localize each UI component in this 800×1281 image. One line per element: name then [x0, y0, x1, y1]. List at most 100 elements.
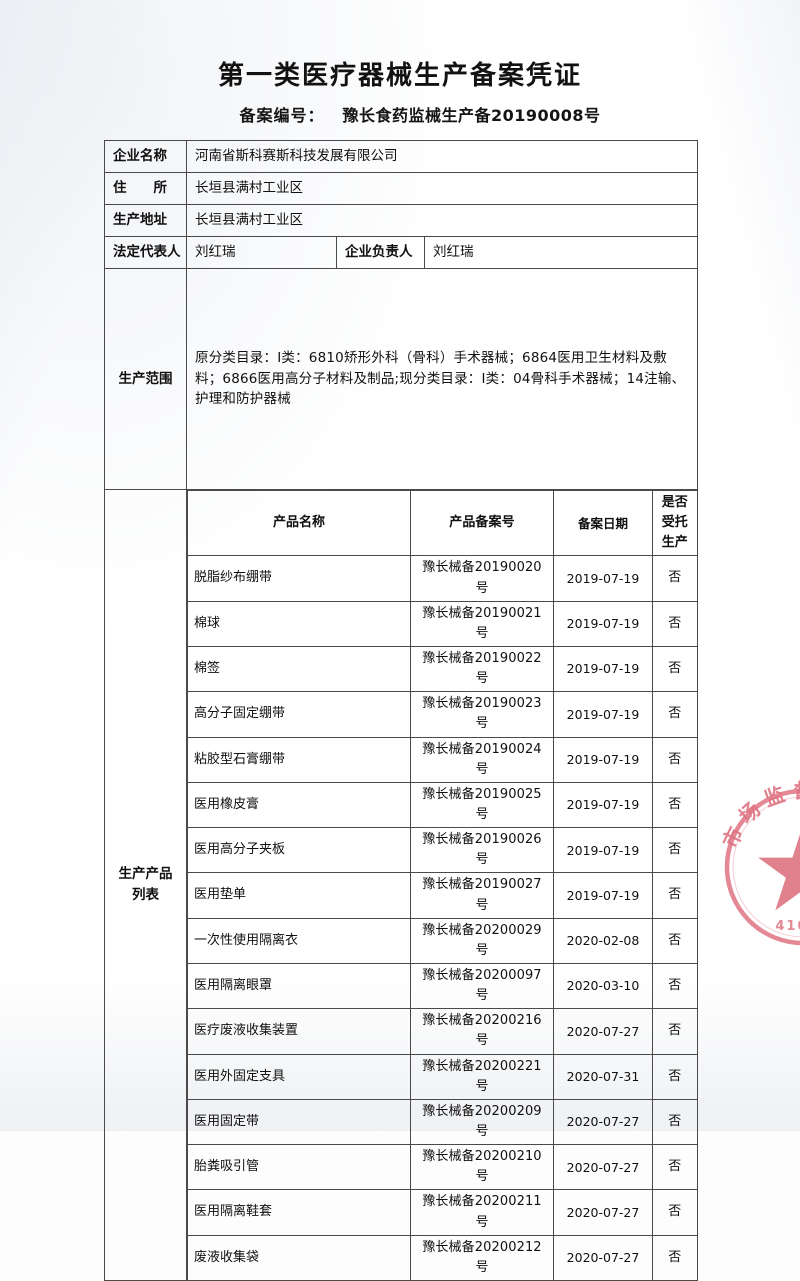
cell-record-date: 2020-07-27: [553, 1098, 653, 1146]
cell-product-name: 医用橡皮膏: [187, 781, 411, 829]
seal-arc-text: 市场监督: [718, 778, 800, 851]
product-table: 产品名称 产品备案号 备案日期 是否受托生产 脱脂纱布绷带 豫长械备2019002…: [187, 489, 698, 1281]
cell-entrusted: 否: [652, 1144, 698, 1191]
record-number-line: 备案编号： 豫长食药监械生产备20190008号: [0, 102, 800, 126]
scope-text: 原分类目录：Ⅰ类：6810矫形外科（骨科）手术器械；6864医用卫生材料及敷料；…: [186, 268, 698, 490]
cell-record-date: 2020-07-27: [553, 1144, 653, 1191]
cell-record-date: 2019-07-19: [553, 555, 653, 602]
cell-record-number: 豫长械备20190020号: [410, 555, 554, 602]
cell-product-name: 胎粪吸引管: [187, 1144, 411, 1191]
address-label: 住 所: [104, 172, 187, 205]
cell-record-date: 2019-07-19: [553, 645, 653, 693]
cell-entrusted: 否: [652, 1234, 698, 1281]
document-sheet: 第一类医疗器械生产备案凭证 备案编号： 豫长食药监械生产备20190008号 企业…: [0, 61, 800, 1281]
column-header-record-date: 备案日期: [553, 489, 653, 557]
record-number-value: 豫长食药监械生产备20190008号: [342, 106, 601, 125]
cell-record-number: 豫长械备20190021号: [410, 600, 554, 647]
cell-product-name: 棉签: [187, 645, 411, 693]
cell-product-name: 医用垫单: [187, 872, 411, 919]
company-name-label: 企业名称: [104, 140, 187, 173]
record-number-label: 备案编号：: [239, 106, 325, 125]
certificate-table: 企业名称 河南省斯科赛斯科技发展有限公司 住 所 长垣县满村工业区 生产地址 长…: [104, 140, 698, 1281]
cell-entrusted: 否: [652, 1008, 698, 1055]
table-row: 粘胶型石膏绷带 豫长械备20190024号 2019-07-19 否: [187, 736, 698, 783]
cell-record-number: 豫长械备20200211号: [410, 1189, 554, 1236]
scope-label: 生产范围: [104, 268, 187, 490]
enterprise-head-label: 企业负责人: [336, 236, 425, 269]
official-seal-stamp: 市场监督 41072: [714, 778, 800, 956]
enterprise-head-value: 刘红瑞: [424, 236, 698, 269]
product-table-body: 脱脂纱布绷带 豫长械备20190020号 2019-07-19 否棉球 豫长械备2019…: [187, 555, 698, 1281]
production-address-label: 生产地址: [104, 204, 187, 237]
table-row-company-name: 企业名称 河南省斯科赛斯科技发展有限公司: [104, 140, 698, 173]
cell-entrusted: 否: [652, 1053, 698, 1100]
cell-entrusted: 否: [652, 691, 698, 738]
table-row-representatives: 法定代表人 刘红瑞 企业负责人 刘红瑞: [104, 236, 698, 269]
cell-record-number: 豫长械备20200097号: [410, 962, 554, 1010]
cell-product-name: 医用隔离眼罩: [187, 962, 411, 1010]
table-row: 医用橡皮膏 豫长械备20190025号 2019-07-19 否: [187, 781, 698, 829]
column-header-entrusted: 是否受托生产: [652, 489, 698, 557]
column-header-record-number: 产品备案号: [410, 489, 554, 557]
cell-entrusted: 否: [652, 1098, 698, 1146]
table-row: 脱脂纱布绷带 豫长械备20190020号 2019-07-19 否: [187, 555, 698, 602]
cell-entrusted: 否: [652, 1189, 698, 1236]
cell-entrusted: 否: [652, 600, 698, 647]
cell-record-number: 豫长械备20200216号: [410, 1008, 554, 1055]
cell-product-name: 粘胶型石膏绷带: [187, 736, 411, 783]
cell-entrusted: 否: [652, 827, 698, 874]
cell-record-number: 豫长械备20190027号: [410, 872, 554, 919]
table-row: 医用固定带 豫长械备20200209号 2020-07-27 否: [187, 1098, 698, 1146]
product-table-header-row: 产品名称 产品备案号 备案日期 是否受托生产: [187, 489, 698, 557]
address-value: 长垣县满村工业区: [186, 172, 698, 205]
cell-entrusted: 否: [652, 872, 698, 919]
cell-product-name: 医用外固定支具: [187, 1053, 411, 1100]
table-row: 医疗废液收集装置 豫长械备20200216号 2020-07-27 否: [187, 1008, 698, 1055]
cell-record-number: 豫长械备20200029号: [410, 917, 554, 964]
cell-record-date: 2020-02-08: [553, 917, 653, 964]
cell-record-number: 豫长械备20190023号: [410, 691, 554, 738]
cell-record-date: 2019-07-19: [553, 827, 653, 874]
cell-record-date: 2019-07-19: [553, 781, 653, 829]
production-address-value: 长垣县满村工业区: [186, 204, 698, 237]
cell-entrusted: 否: [652, 736, 698, 783]
cell-record-number: 豫长械备20190024号: [410, 736, 554, 783]
cell-product-name: 医用高分子夹板: [187, 827, 411, 874]
column-header-product-name: 产品名称: [187, 489, 411, 557]
legal-rep-value: 刘红瑞: [186, 236, 337, 269]
cell-record-date: 2020-07-27: [553, 1234, 653, 1281]
cell-record-date: 2019-07-19: [553, 872, 653, 919]
cell-entrusted: 否: [652, 555, 698, 602]
cell-record-date: 2020-07-31: [553, 1053, 653, 1100]
product-list-container: 产品名称 产品备案号 备案日期 是否受托生产 脱脂纱布绷带 豫长械备2019002…: [187, 489, 698, 1281]
page-title: 第一类医疗器械生产备案凭证: [217, 61, 582, 91]
cell-record-number: 豫长械备20200212号: [410, 1234, 554, 1281]
table-row: 废液收集袋 豫长械备20200212号 2020-07-27 否: [187, 1234, 698, 1281]
cell-record-number: 豫长械备20190026号: [410, 827, 554, 874]
company-name-value: 河南省斯科赛斯科技发展有限公司: [186, 140, 698, 173]
cell-entrusted: 否: [652, 781, 698, 829]
table-row-production-address: 生产地址 长垣县满村工业区: [104, 204, 698, 237]
cell-product-name: 高分子固定绷带: [187, 691, 411, 738]
table-row-scope: 生产范围 原分类目录：Ⅰ类：6810矫形外科（骨科）手术器械；6864医用卫生材…: [104, 268, 698, 490]
cell-product-name: 医用隔离鞋套: [187, 1189, 411, 1236]
cell-record-number: 豫长械备20190022号: [410, 645, 554, 693]
cell-entrusted: 否: [652, 917, 698, 964]
svg-text:市场监督: 市场监督: [718, 778, 800, 851]
cell-record-date: 2019-07-19: [553, 691, 653, 738]
table-row: 棉球 豫长械备20190021号 2019-07-19 否: [187, 600, 698, 647]
cell-product-name: 脱脂纱布绷带: [187, 555, 411, 602]
cell-record-number: 豫长械备20200209号: [410, 1098, 554, 1146]
cell-record-number: 豫长械备20200210号: [410, 1144, 554, 1191]
table-row: 一次性使用隔离衣 豫长械备20200029号 2020-02-08 否: [187, 917, 698, 964]
cell-record-number: 豫长械备20200221号: [410, 1053, 554, 1100]
seal-number: 41072: [775, 919, 800, 934]
legal-rep-label: 法定代表人: [104, 236, 187, 269]
cell-record-date: 2020-03-10: [553, 962, 653, 1010]
cell-record-date: 2020-07-27: [553, 1008, 653, 1055]
table-row: 医用高分子夹板 豫长械备20190026号 2019-07-19 否: [187, 827, 698, 874]
table-row-product-list: 生产产品列表 产品名称 产品备案号 备案日期 是否受托生产 脱脂纱布绷带 豫长械备…: [104, 488, 698, 1281]
table-row: 医用隔离鞋套 豫长械备20200211号 2020-07-27 否: [187, 1189, 698, 1236]
cell-product-name: 医疗废液收集装置: [187, 1008, 411, 1055]
table-row-address: 住 所 长垣县满村工业区: [104, 172, 698, 205]
